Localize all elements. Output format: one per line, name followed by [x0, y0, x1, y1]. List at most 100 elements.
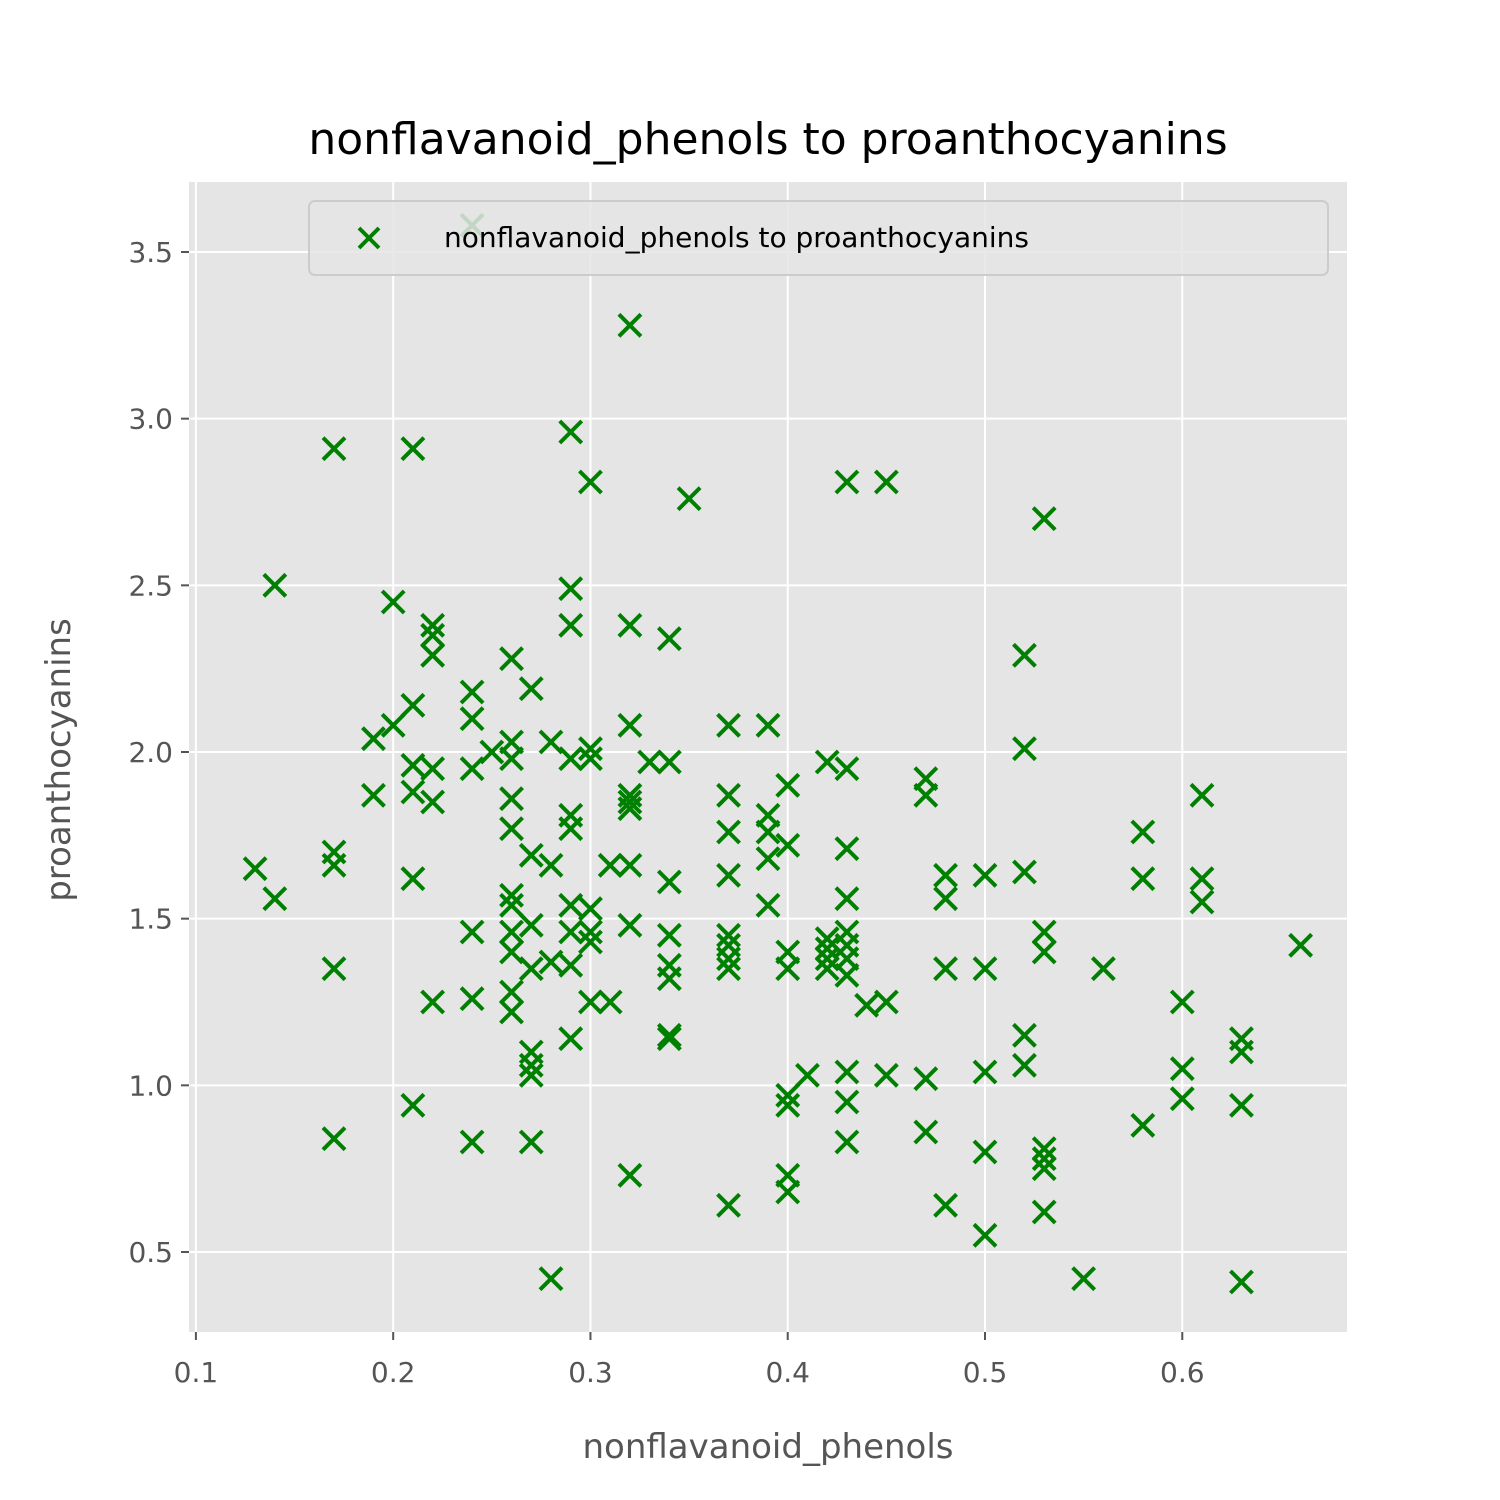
data-point [834, 962, 860, 988]
data-point [558, 746, 584, 772]
data-point [538, 949, 564, 975]
data-point [795, 1062, 820, 1088]
y-tick-label: 3.5 [128, 236, 173, 269]
data-point [755, 892, 781, 918]
data-point [834, 469, 860, 495]
data-point [1012, 736, 1037, 762]
data-point [617, 912, 643, 938]
plot-area [189, 182, 1347, 1332]
data-point [380, 712, 406, 738]
data-point [933, 1192, 958, 1218]
data-point [656, 626, 682, 652]
data-point [775, 956, 801, 982]
data-point [321, 852, 347, 878]
data-point [676, 486, 702, 512]
data-point [262, 572, 288, 598]
data-point [933, 886, 958, 912]
data-point [400, 1092, 426, 1118]
data-point [1012, 642, 1037, 668]
data-point [716, 712, 741, 738]
data-point [814, 946, 840, 972]
data-point [499, 919, 524, 945]
data-point [1031, 1136, 1057, 1162]
data-point [617, 796, 643, 822]
data-point [380, 589, 406, 615]
y-axis-label: proanthocyanins [39, 618, 79, 902]
data-point [972, 956, 998, 982]
data-point [597, 989, 623, 1015]
data-point [499, 646, 524, 672]
data-point [1071, 1266, 1097, 1292]
data-point [656, 966, 682, 992]
data-point [499, 979, 524, 1005]
data-point [617, 612, 643, 638]
data-point [913, 1119, 939, 1145]
data-point [518, 1062, 544, 1088]
x-tick-label: 0.1 [174, 1356, 219, 1389]
data-point [617, 852, 643, 878]
data-point [578, 896, 603, 922]
data-point [578, 736, 603, 762]
data-point [637, 749, 663, 775]
data-point [1031, 1199, 1057, 1225]
data-point [400, 752, 426, 778]
data-point [933, 956, 958, 982]
legend-label: nonflavanoid_phenols to proanthocyanins [444, 221, 1029, 254]
data-point [499, 746, 524, 772]
data-point [499, 892, 524, 918]
data-point [814, 936, 840, 962]
data-point [499, 786, 524, 812]
data-point [479, 739, 505, 765]
data-point [459, 679, 485, 705]
data-point [656, 922, 682, 948]
axis-ticks: 0.1 0.2 0.3 0.4 0.5 0.6 0.5 1.0 1.5 2.0 2.5 3.0 3.5 [128, 236, 1204, 1389]
data-point [814, 956, 840, 982]
data-point [420, 612, 446, 638]
data-point [716, 862, 741, 888]
data-point [558, 892, 584, 918]
data-point [834, 886, 860, 912]
data-point [1031, 1146, 1057, 1172]
data-point [1130, 819, 1156, 845]
data-point [459, 1129, 485, 1155]
y-tick-label: 3.0 [128, 403, 173, 436]
data-point [1031, 506, 1057, 532]
x-tick-label: 0.3 [568, 1356, 613, 1389]
x-tick-label: 0.6 [1160, 1356, 1205, 1389]
data-point [518, 912, 544, 938]
data-point [716, 1192, 741, 1218]
data-point [420, 622, 446, 648]
data-point [1012, 1022, 1037, 1048]
data-point [972, 1139, 998, 1165]
data-point [834, 1089, 860, 1115]
data-point [538, 729, 564, 755]
data-point [1288, 932, 1314, 958]
data-point [361, 782, 386, 808]
data-point [775, 772, 801, 798]
data-point [617, 712, 643, 738]
y-tick-label: 0.5 [128, 1236, 173, 1269]
data-point [558, 1026, 584, 1052]
data-point [933, 862, 958, 888]
data-point [1169, 1086, 1195, 1112]
data-point [873, 989, 899, 1015]
data-point [361, 726, 386, 752]
data-point [716, 946, 741, 972]
data-point [656, 869, 682, 895]
data-point [499, 999, 524, 1025]
data-point [617, 1162, 643, 1188]
data-point [597, 852, 623, 878]
data-point [972, 1222, 998, 1248]
data-point [518, 1052, 544, 1078]
data-point [1229, 1039, 1254, 1065]
data-point [1090, 956, 1116, 982]
data-point [1031, 919, 1057, 945]
data-point [755, 712, 781, 738]
data-point [1229, 1092, 1254, 1118]
data-point [558, 419, 584, 445]
data-point [716, 956, 741, 982]
data-point [538, 1266, 564, 1292]
data-point [499, 939, 524, 965]
data-point [775, 1092, 801, 1118]
data-point [656, 749, 682, 775]
